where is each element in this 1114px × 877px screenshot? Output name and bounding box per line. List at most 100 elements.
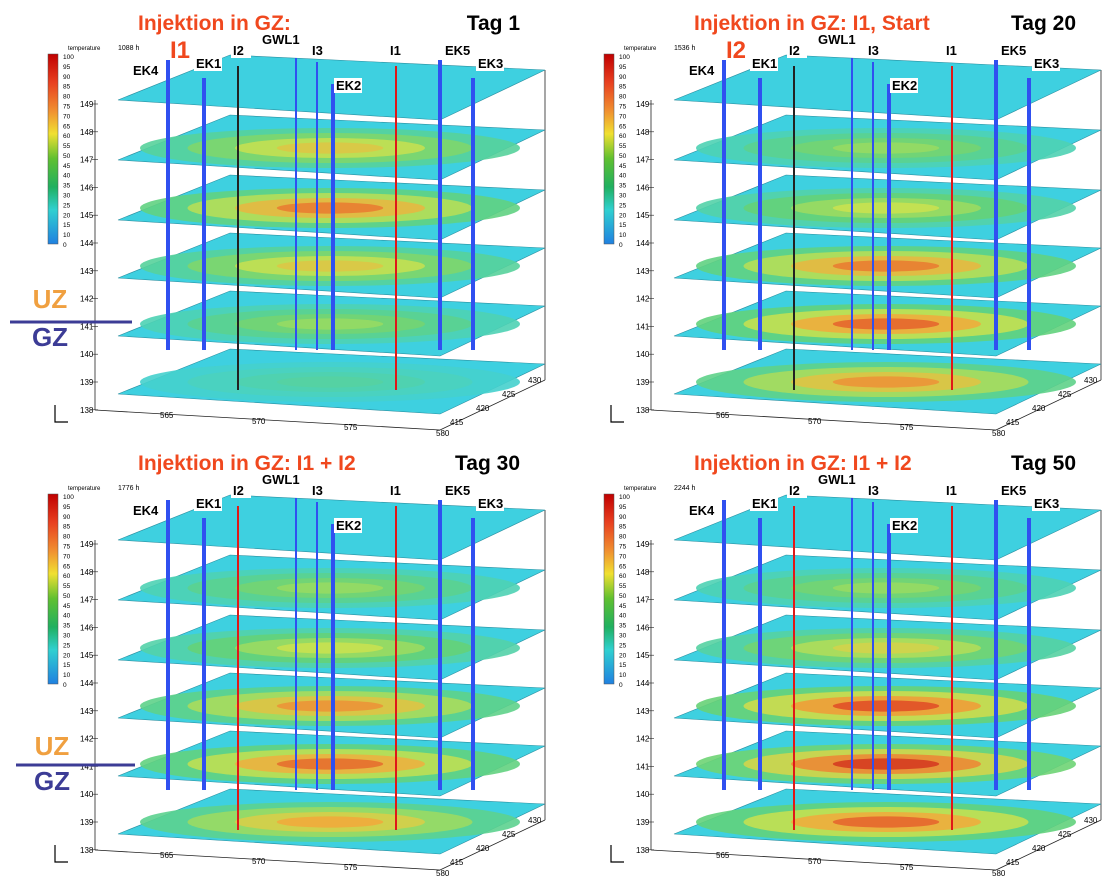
well-label: I3 <box>312 483 323 498</box>
legend-tick: 90 <box>63 74 71 81</box>
legend-tick: 90 <box>619 514 627 521</box>
z-tick-label: 138 <box>80 406 94 415</box>
well-label: I2 <box>789 483 800 498</box>
z-tick-label: 142 <box>80 295 94 304</box>
heat-contour <box>276 642 384 654</box>
legend-colorbar <box>47 53 59 245</box>
x-tick-label: 570 <box>808 857 822 866</box>
y-tick-label: 425 <box>1058 390 1072 399</box>
y-tick-label: 430 <box>1084 816 1098 825</box>
x-tick-label: 570 <box>252 857 266 866</box>
heat-contour <box>276 142 384 154</box>
z-tick-label: 146 <box>636 183 650 192</box>
legend-tick: 35 <box>619 183 627 190</box>
z-tick-label: 143 <box>636 267 650 276</box>
z-tick-label: 147 <box>80 596 94 605</box>
legend-tick: 50 <box>63 153 71 160</box>
well-label: I1 <box>390 483 401 498</box>
legend-colorbar <box>603 493 615 685</box>
heat-contour <box>276 318 384 330</box>
x-tick-label: 580 <box>436 869 450 877</box>
z-tick-label: 145 <box>636 211 650 220</box>
well-label-bg <box>750 56 778 71</box>
heat-contour <box>832 642 940 654</box>
well-label: EK5 <box>445 43 470 58</box>
well-label: EK2 <box>336 78 361 93</box>
z-tick-label: 143 <box>80 267 94 276</box>
well-label: EK5 <box>1001 483 1026 498</box>
well-label: EK4 <box>689 63 715 78</box>
well-label: EK5 <box>1001 43 1026 58</box>
z-tick-label: 141 <box>636 762 650 771</box>
legend-tick: 80 <box>619 94 627 101</box>
legend-tick: 55 <box>619 143 627 150</box>
x-tick-label: 570 <box>808 417 822 426</box>
legend-tick: 10 <box>619 232 627 239</box>
legend-tick: 95 <box>63 504 71 511</box>
well-label: I2 <box>233 483 244 498</box>
well-label: EK1 <box>196 56 221 71</box>
z-tick-label: 138 <box>636 846 650 855</box>
legend-tick: 35 <box>63 623 71 630</box>
heat-contour <box>276 376 384 388</box>
well-label-bg <box>194 56 222 71</box>
legend-tick: 40 <box>619 173 627 180</box>
legend-tick: 45 <box>63 603 71 610</box>
y-tick-label: 420 <box>1032 404 1046 413</box>
panel-day: Tag 50 <box>1011 452 1076 475</box>
legend-time: 1776 h <box>118 485 140 492</box>
z-tick-label: 144 <box>636 679 650 688</box>
panel-title: Injektion in GZ: I1, Start <box>694 12 930 35</box>
well-label-bg <box>999 43 1027 58</box>
z-tick-label: 140 <box>80 350 94 359</box>
well-label: EK3 <box>478 56 503 71</box>
x-tick-label: 575 <box>344 423 358 432</box>
z-tick-label: 148 <box>80 568 94 577</box>
legend-tick: 85 <box>63 84 71 91</box>
well-label-bg <box>816 472 852 487</box>
legend-tick: 25 <box>63 202 71 209</box>
well-label: EK1 <box>196 496 221 511</box>
well-label-bg <box>334 78 362 93</box>
legend-tick: 100 <box>63 54 74 61</box>
well-label-bg <box>944 483 964 498</box>
well-label: I1 <box>946 483 957 498</box>
heat-contour <box>276 816 384 828</box>
axis-glyph <box>610 405 624 423</box>
panel-title: Injektion in GZ: <box>138 12 291 35</box>
panel-4: Injektion in GZ: I1 + I2 Tag 50 temperatur… <box>603 452 1102 877</box>
legend-tick: 100 <box>619 494 630 501</box>
legend-tick: 50 <box>619 593 627 600</box>
well-label: EK5 <box>445 483 470 498</box>
z-tick-label: 139 <box>80 378 94 387</box>
x-tick-label: 575 <box>900 423 914 432</box>
legend-tick: 45 <box>619 603 627 610</box>
well-label-bg <box>890 78 918 93</box>
well-label: EK1 <box>752 496 777 511</box>
heat-contour <box>276 758 384 770</box>
well-label-bg <box>194 496 222 511</box>
x-tick-label: 565 <box>160 411 174 420</box>
z-tick-label: 143 <box>80 707 94 716</box>
panel-title: Injektion in GZ: I1 + I2 <box>694 452 912 475</box>
x-tick-label: 565 <box>716 851 730 860</box>
y-tick-label: 425 <box>502 830 516 839</box>
legend-tick: 50 <box>619 153 627 160</box>
well-label: EK3 <box>1034 496 1059 511</box>
axis-y-line <box>995 819 1102 871</box>
well-label: EK4 <box>133 503 159 518</box>
z-tick-label: 146 <box>636 623 650 632</box>
heat-contour <box>832 582 940 594</box>
z-tick-label: 144 <box>80 239 94 248</box>
legend-tick: 70 <box>63 113 71 120</box>
z-tick-label: 143 <box>636 707 650 716</box>
well-label-bg <box>388 43 408 58</box>
z-tick-label: 141 <box>636 322 650 331</box>
well-label-bg <box>816 32 852 47</box>
legend-tick: 0 <box>619 242 623 249</box>
panels-root: Injektion in GZ: Tag 1 I1 temperature 1088 h… <box>10 12 1102 877</box>
legend-time: 1536 h <box>674 45 696 52</box>
well-label: EK4 <box>133 63 159 78</box>
legend-time: 1088 h <box>118 45 140 52</box>
well-label-bg <box>310 43 330 58</box>
